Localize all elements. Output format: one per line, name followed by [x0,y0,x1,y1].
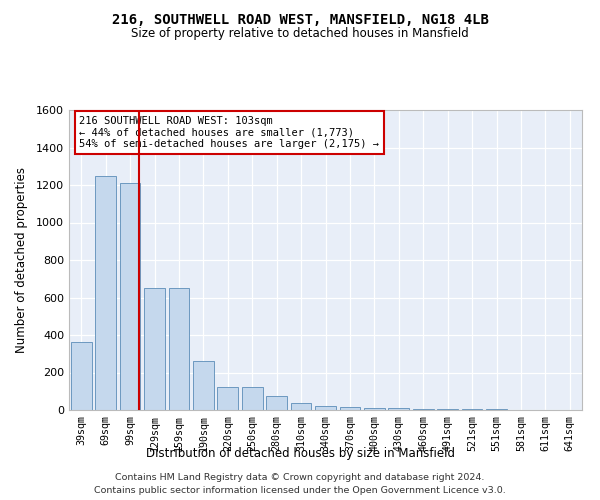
Text: Distribution of detached houses by size in Mansfield: Distribution of detached houses by size … [146,448,455,460]
Bar [315,406,336,410]
Bar [144,288,165,410]
Bar [413,408,434,410]
Bar [119,183,140,410]
Bar [340,407,361,410]
Bar [266,396,287,410]
Text: 216, SOUTHWELL ROAD WEST, MANSFIELD, NG18 4LB: 216, SOUTHWELL ROAD WEST, MANSFIELD, NG1… [112,12,488,26]
Bar [217,386,238,410]
Bar [290,404,311,410]
Bar [364,408,385,410]
Bar [437,409,458,410]
Text: 216 SOUTHWELL ROAD WEST: 103sqm
← 44% of detached houses are smaller (1,773)
54%: 216 SOUTHWELL ROAD WEST: 103sqm ← 44% of… [79,116,379,149]
Text: Contains HM Land Registry data © Crown copyright and database right 2024.: Contains HM Land Registry data © Crown c… [115,472,485,482]
Bar [242,386,263,410]
Text: Contains public sector information licensed under the Open Government Licence v3: Contains public sector information licen… [94,486,506,495]
Bar [71,342,92,410]
Bar [169,288,190,410]
Bar [193,361,214,410]
Bar [95,176,116,410]
Text: Size of property relative to detached houses in Mansfield: Size of property relative to detached ho… [131,28,469,40]
Bar [461,409,482,410]
Y-axis label: Number of detached properties: Number of detached properties [14,167,28,353]
Bar [388,408,409,410]
